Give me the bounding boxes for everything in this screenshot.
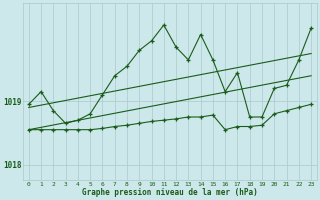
X-axis label: Graphe pression niveau de la mer (hPa): Graphe pression niveau de la mer (hPa) — [82, 188, 258, 197]
